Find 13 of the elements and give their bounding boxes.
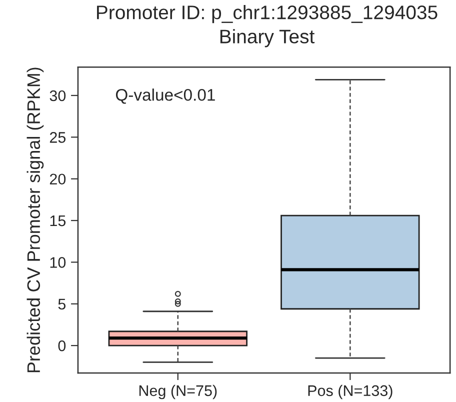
y-tick-label: 10 — [50, 257, 66, 268]
x-tick-label: Neg (N=75) — [139, 384, 217, 400]
chart-subtitle: Binary Test — [220, 29, 315, 48]
y-tick-label: 0 — [58, 340, 66, 352]
annotation: Q-value<0.01 — [116, 88, 215, 104]
y-tick-label: 20 — [50, 174, 66, 185]
y-tick-label: 30 — [50, 90, 66, 102]
x-tick-label: Pos (N=133) — [308, 384, 392, 400]
y-axis-title: Predicted CV Promoter signal (RPKM) — [26, 68, 44, 372]
y-tick-label: 25 — [50, 132, 66, 143]
y-tick-label: 15 — [50, 216, 66, 226]
y-tick-label: 5 — [58, 298, 66, 310]
chart-title: Promoter ID: p_chr1:1293885_1294035 — [97, 5, 438, 24]
